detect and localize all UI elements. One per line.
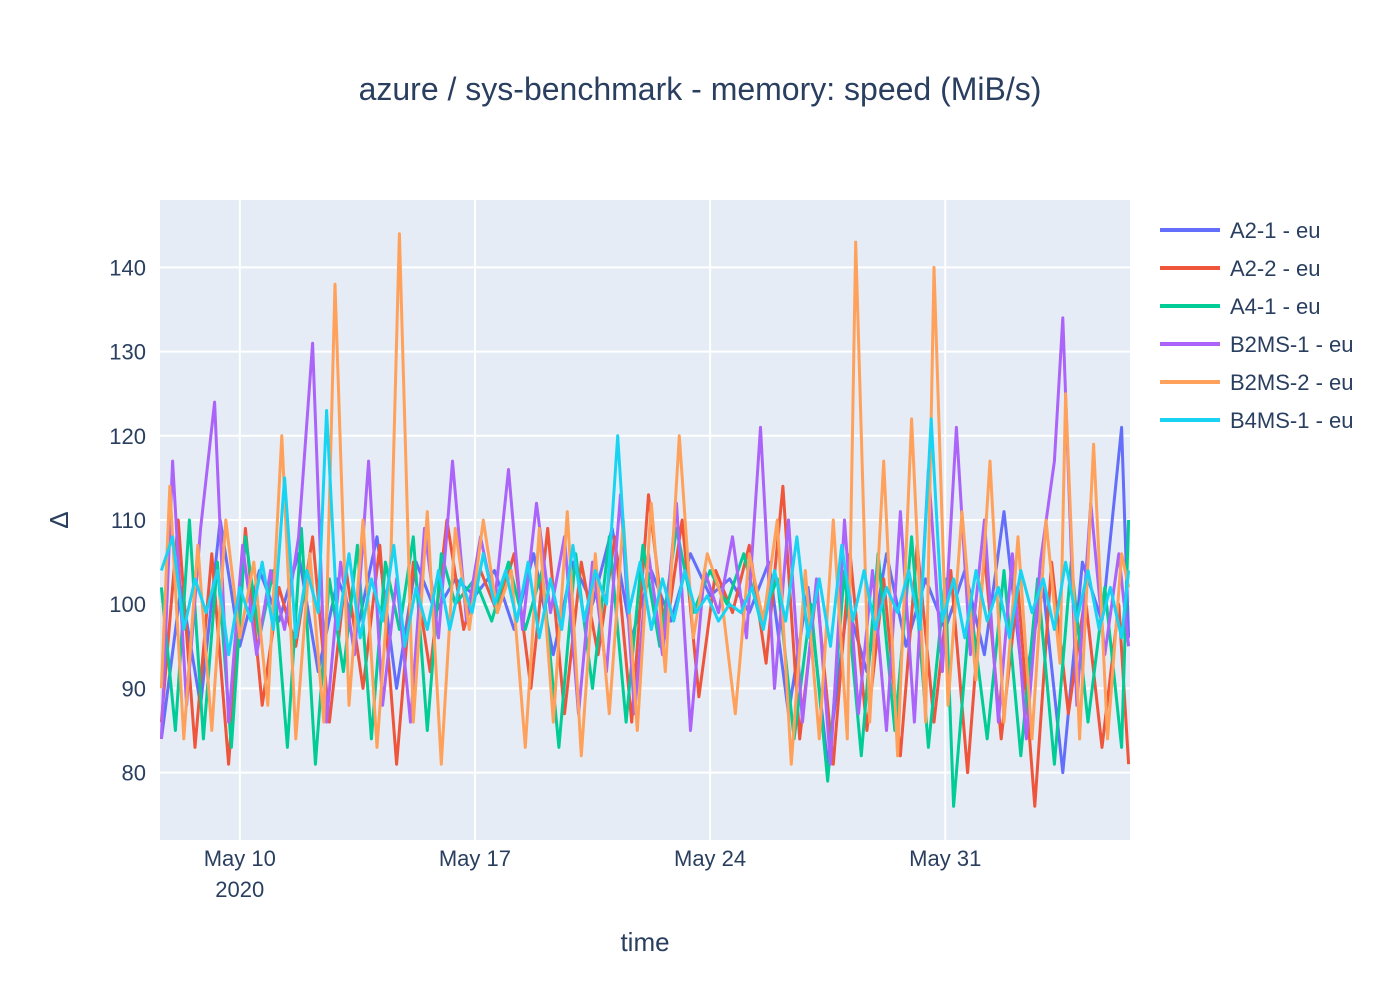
y-tick-label: 90 [122,676,146,701]
x-tick-label: May 24 [674,846,746,871]
legend-label: B4MS-1 - eu [1230,408,1354,433]
y-tick-label: 110 [111,508,146,533]
legend-label: A2-2 - eu [1230,256,1321,281]
legend-label: B2MS-1 - eu [1230,332,1354,357]
legend-label: A2-1 - eu [1230,218,1321,243]
x-tick-year-label: 2020 [215,877,264,902]
legend-item[interactable]: A2-1 - eu [1160,218,1321,243]
y-axis-title: Δ [44,511,74,528]
x-tick-label: May 10 [204,846,276,871]
x-axis-title: time [620,927,669,957]
series-lines [160,232,1130,808]
y-tick-label: 80 [122,761,146,786]
legend-item[interactable]: A4-1 - eu [1160,294,1321,319]
y-tick-label: 100 [109,592,146,617]
y-axis-ticks: 80 90 100 110 120 130 140 [109,255,146,785]
y-tick-label: 130 [109,340,146,365]
legend-label: A4-1 - eu [1230,294,1321,319]
y-tick-label: 140 [109,255,146,280]
legend-label: B2MS-2 - eu [1230,370,1354,395]
y-tick-label: 120 [109,424,146,449]
legend[interactable]: A2-1 - eu A2-2 - eu A4-1 - eu B2MS-1 - eu B2… [1160,218,1354,433]
chart-title: azure / sys-benchmark - memory: speed (M… [359,71,1042,107]
x-axis-ticks: May 10 2020 May 17 May 24 May 31 [204,846,982,902]
legend-item[interactable]: A2-2 - eu [1160,256,1321,281]
legend-item[interactable]: B4MS-1 - eu [1160,408,1354,433]
series-line-b4ms-1-eu [160,409,1130,657]
x-tick-label: May 17 [439,846,511,871]
legend-item[interactable]: B2MS-1 - eu [1160,332,1354,357]
series-line-b2ms-2-eu [160,232,1130,766]
legend-item[interactable]: B2MS-2 - eu [1160,370,1354,395]
x-tick-label: May 31 [909,846,981,871]
